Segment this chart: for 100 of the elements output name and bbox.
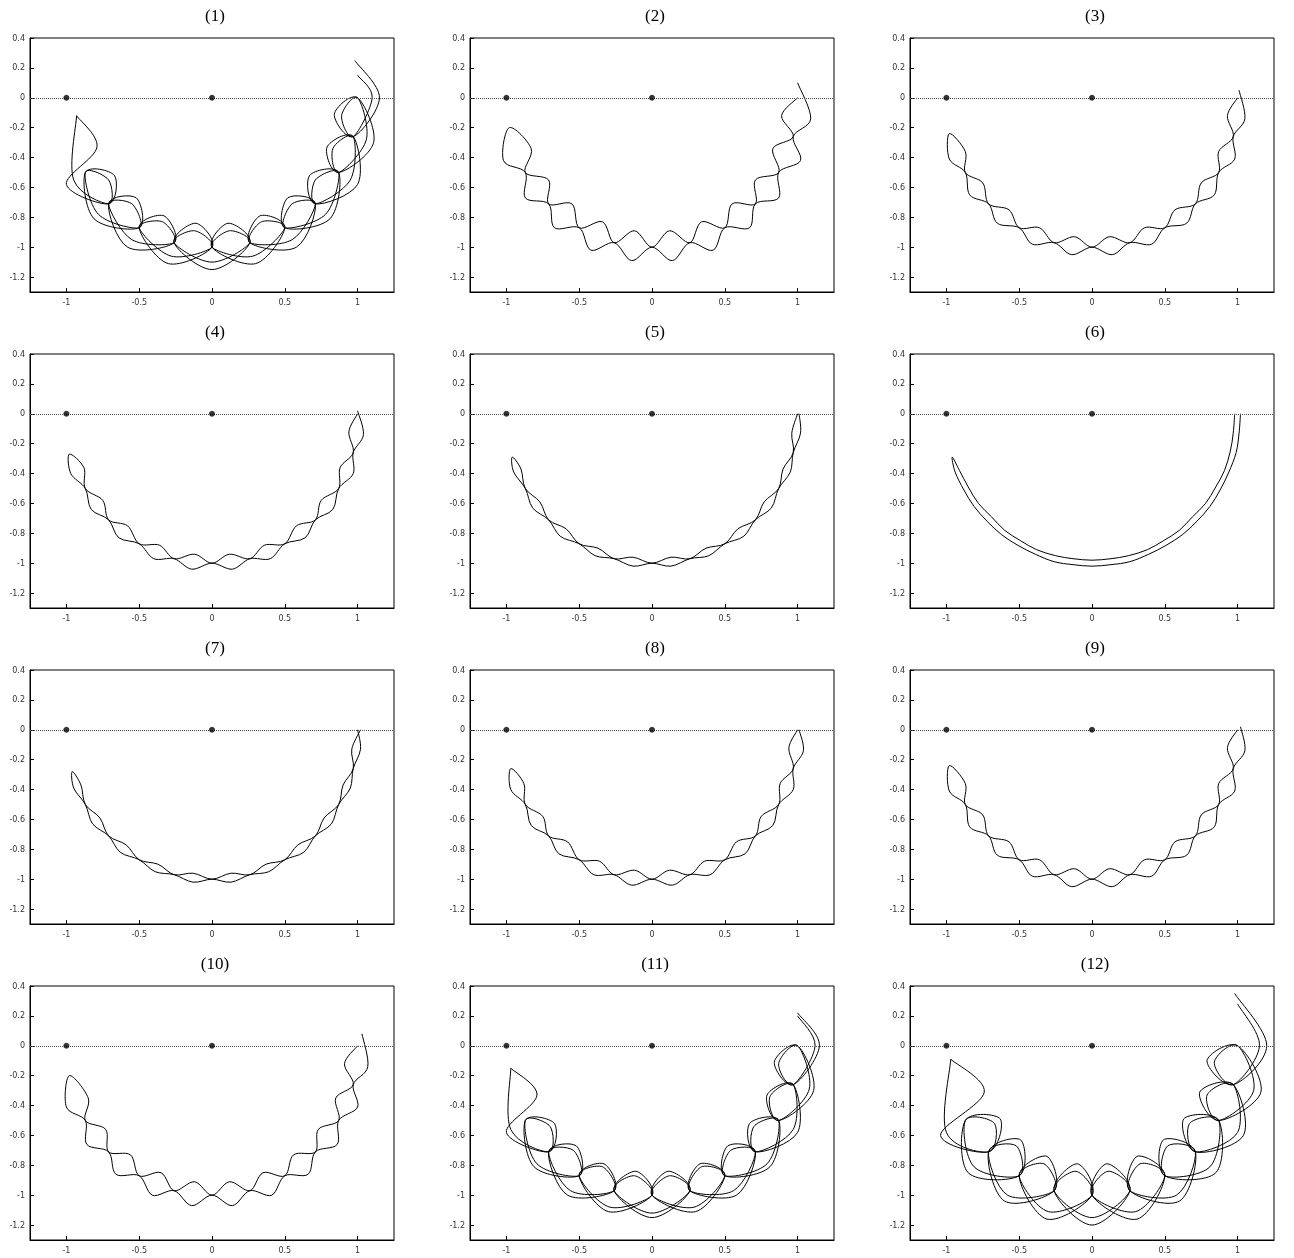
y-tick-label: -0.6 xyxy=(889,814,905,824)
x-tick-label: -0.5 xyxy=(131,297,147,307)
y-tick-label: -0.4 xyxy=(889,785,905,795)
y-tick-label: -1.2 xyxy=(9,1220,25,1230)
y-tick-label: -0.2 xyxy=(9,755,25,765)
y-tick-label: 0.2 xyxy=(12,379,25,389)
y-tick-label: -0.8 xyxy=(449,1160,465,1170)
y-tick-label: 0 xyxy=(19,409,25,419)
x-tick-label: 0.5 xyxy=(1158,297,1172,307)
y-tick-label: -0.8 xyxy=(889,528,905,538)
x-tick-label: -1 xyxy=(62,1245,71,1255)
y-tick-label: -0.2 xyxy=(889,123,905,133)
y-tick-label: 0 xyxy=(899,725,905,735)
y-tick-label: -1 xyxy=(457,242,465,252)
y-tick-label: -0.6 xyxy=(889,498,905,508)
y-tick-label: 0.2 xyxy=(452,1011,465,1021)
y-tick-label: -1 xyxy=(17,1190,25,1200)
y-tick-label: 0 xyxy=(459,409,465,419)
y-tick-label: -0.4 xyxy=(449,785,465,795)
x-tick-label: -0.5 xyxy=(131,613,147,623)
y-tick-label: 0.2 xyxy=(452,63,465,73)
y-tick-label: -1 xyxy=(897,1190,905,1200)
y-tick-label: 0.2 xyxy=(892,695,905,705)
x-tick-label: -1 xyxy=(502,297,511,307)
y-tick-label: -1.2 xyxy=(449,588,465,598)
x-tick-label: 0 xyxy=(1089,297,1095,307)
y-tick-label: -1.2 xyxy=(889,904,905,914)
y-tick-label: -1.2 xyxy=(9,904,25,914)
y-tick-label: -0.6 xyxy=(9,814,25,824)
y-tick-label: 0.2 xyxy=(452,695,465,705)
chart-title: (2) xyxy=(645,6,665,25)
y-tick-label: 0 xyxy=(899,93,905,103)
x-tick-label: 0.5 xyxy=(718,929,732,939)
y-tick-label: -1.2 xyxy=(889,1220,905,1230)
chart-title: (1) xyxy=(205,6,225,25)
y-tick-label: -1 xyxy=(897,242,905,252)
y-tick-label: -1 xyxy=(17,242,25,252)
y-tick-label: -0.2 xyxy=(449,1071,465,1081)
y-tick-label: 0.4 xyxy=(12,981,25,991)
y-tick-label: -1 xyxy=(457,558,465,568)
y-tick-label: 0.4 xyxy=(892,981,905,991)
chart-title: (3) xyxy=(1085,6,1105,25)
x-tick-label: 0 xyxy=(649,297,655,307)
x-tick-label: 1 xyxy=(1235,1245,1241,1255)
x-tick-label: 0 xyxy=(1089,613,1095,623)
x-tick-label: -0.5 xyxy=(571,297,587,307)
y-tick-label: -1.2 xyxy=(449,272,465,282)
y-tick-label: -0.6 xyxy=(449,498,465,508)
x-tick-label: -1 xyxy=(942,297,951,307)
y-tick-label: -0.8 xyxy=(889,212,905,222)
y-tick-label: -0.6 xyxy=(9,498,25,508)
y-tick-label: -1.2 xyxy=(889,588,905,598)
x-tick-label: -1 xyxy=(62,613,71,623)
y-tick-label: 0 xyxy=(899,1041,905,1051)
y-tick-label: 0 xyxy=(459,1041,465,1051)
x-tick-label: -1 xyxy=(502,1245,511,1255)
y-tick-label: -0.4 xyxy=(9,153,25,163)
y-tick-label: 0.2 xyxy=(452,379,465,389)
x-tick-label: 1 xyxy=(1235,929,1241,939)
y-tick-label: -0.4 xyxy=(9,469,25,479)
y-tick-label: -0.4 xyxy=(889,153,905,163)
y-tick-label: -0.4 xyxy=(449,469,465,479)
x-tick-label: -1 xyxy=(942,613,951,623)
x-tick-label: -1 xyxy=(942,929,951,939)
x-tick-label: 0 xyxy=(209,1245,215,1255)
y-tick-label: -1.2 xyxy=(9,272,25,282)
x-tick-label: 0 xyxy=(649,613,655,623)
x-tick-label: 0.5 xyxy=(718,613,732,623)
x-tick-label: -0.5 xyxy=(1011,297,1027,307)
y-tick-label: 0.4 xyxy=(892,33,905,43)
x-tick-label: 0.5 xyxy=(1158,1245,1172,1255)
x-tick-label: -0.5 xyxy=(1011,613,1027,623)
x-tick-label: 0.5 xyxy=(1158,613,1172,623)
x-tick-label: -1 xyxy=(502,613,511,623)
y-tick-label: -0.2 xyxy=(9,439,25,449)
y-tick-label: -1 xyxy=(897,558,905,568)
chart-title: (6) xyxy=(1085,322,1105,341)
y-tick-label: 0 xyxy=(19,93,25,103)
y-tick-label: -1 xyxy=(457,1190,465,1200)
y-tick-label: -0.2 xyxy=(449,439,465,449)
y-tick-label: -0.6 xyxy=(889,1130,905,1140)
x-tick-label: 0 xyxy=(209,613,215,623)
y-tick-label: -0.8 xyxy=(9,212,25,222)
x-tick-label: 0 xyxy=(1089,1245,1095,1255)
y-tick-label: -0.6 xyxy=(889,182,905,192)
y-tick-label: 0.4 xyxy=(892,665,905,675)
y-tick-label: -0.2 xyxy=(889,439,905,449)
x-tick-label: 1 xyxy=(795,297,801,307)
y-tick-label: 0.2 xyxy=(12,63,25,73)
y-tick-label: -0.8 xyxy=(889,1160,905,1170)
x-tick-label: 0.5 xyxy=(278,929,292,939)
x-tick-label: 0.5 xyxy=(718,1245,732,1255)
y-tick-label: 0 xyxy=(19,1041,25,1051)
y-tick-label: -0.2 xyxy=(9,1071,25,1081)
x-tick-label: 1 xyxy=(795,929,801,939)
x-tick-label: -0.5 xyxy=(571,613,587,623)
x-tick-label: 1 xyxy=(795,613,801,623)
y-tick-label: 0.2 xyxy=(892,1011,905,1021)
chart-title: (9) xyxy=(1085,638,1105,657)
y-tick-label: -0.8 xyxy=(9,1160,25,1170)
